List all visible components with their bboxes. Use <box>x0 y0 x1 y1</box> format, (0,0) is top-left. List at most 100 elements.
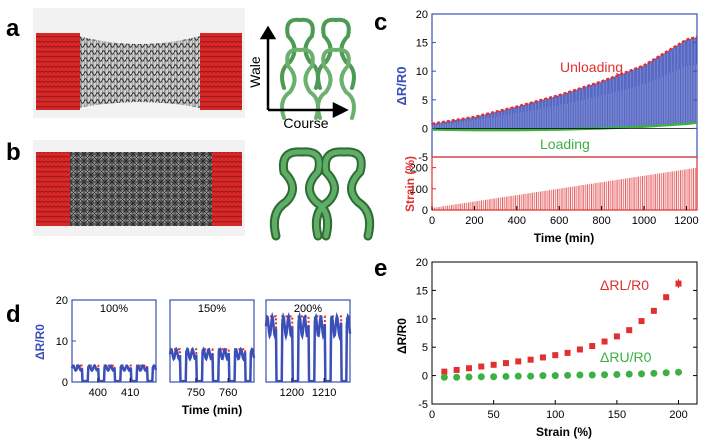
strain-bar <box>478 200 480 210</box>
x-tick-label: 100 <box>546 409 564 421</box>
strain-bar <box>593 183 595 210</box>
strain-bar <box>497 197 499 210</box>
x-tick-label: 400 <box>89 387 107 399</box>
strain-bar <box>533 192 536 210</box>
strain-bar <box>559 188 561 210</box>
strain-bar <box>578 185 580 210</box>
y-tick-label: 0 <box>422 205 428 217</box>
data-point-L <box>465 365 472 372</box>
strain-bar <box>508 196 510 210</box>
strain-bar <box>684 169 686 210</box>
strain-bar <box>646 175 648 210</box>
series-area-unloading <box>432 36 697 131</box>
strain-bar <box>523 194 525 210</box>
strain-bar <box>476 201 478 210</box>
y-tick-label: 200 <box>410 163 428 175</box>
strain-bar <box>501 197 504 210</box>
y-axis-label-d: ΔR/R0 <box>33 324 47 360</box>
y-tick-label: 5 <box>422 95 428 107</box>
strain-bar <box>588 184 591 210</box>
strain-bar <box>448 205 451 210</box>
x-tick-label: 50 <box>488 409 500 421</box>
knit-diagram-b <box>269 147 375 241</box>
strain-bar <box>607 181 610 210</box>
data-point-U <box>527 372 535 380</box>
strain-bar <box>459 203 461 210</box>
annotation-unloading: Unloading <box>560 59 623 75</box>
x-tick-label: 0 <box>429 215 435 227</box>
data-point-L <box>576 346 583 353</box>
strain-bar <box>518 194 521 210</box>
strain-bar <box>669 171 671 210</box>
wale-label: Wale <box>247 56 263 88</box>
strain-bar <box>504 196 506 210</box>
strain-bar <box>641 175 644 210</box>
x-tick-label: 0 <box>429 409 435 421</box>
strain-bar <box>540 191 542 210</box>
strain-bar <box>470 202 472 210</box>
strain-bar <box>673 171 675 210</box>
x-tick-label: 1200 <box>674 215 698 227</box>
strain-bar <box>544 190 546 210</box>
strain-bar <box>514 195 516 210</box>
strain-bar <box>677 170 680 210</box>
data-point-L <box>527 356 534 363</box>
strain-bar <box>434 207 436 210</box>
strain-bar <box>453 204 455 210</box>
strain-bar <box>493 198 495 210</box>
strain-bar <box>571 186 574 210</box>
strain-bar <box>451 204 453 210</box>
strain-bar <box>482 200 485 210</box>
strain-bar <box>527 193 529 210</box>
data-point-L <box>650 307 657 314</box>
strain-bar <box>487 199 489 210</box>
series-line-d <box>264 311 352 383</box>
data-point-U <box>576 371 584 379</box>
data-point-L <box>441 368 448 375</box>
chart-c: -5 0 5 10 15 20 ΔR/R0 Unloading Loading 0 100 200 0 2… <box>394 9 699 245</box>
strain-bar <box>554 189 557 210</box>
strain-bar <box>603 181 605 210</box>
strain-bar <box>480 200 483 210</box>
data-point-U <box>514 372 522 380</box>
x-tick-label: 200 <box>669 409 687 421</box>
y-tick-label: 10 <box>56 336 68 348</box>
series-label-L: ΔRL/R0 <box>600 277 649 293</box>
strain-bar <box>610 180 612 210</box>
strain-bar <box>654 174 656 210</box>
series-label-U: ΔRU/R0 <box>600 349 652 365</box>
strain-bar <box>618 179 620 210</box>
series-line-d <box>70 363 158 383</box>
strain-bar <box>637 176 639 210</box>
strain-bar <box>586 184 589 210</box>
strain-bar <box>633 177 635 210</box>
strain-bar <box>631 177 633 210</box>
x-tick-label: 410 <box>121 387 139 399</box>
strain-bar <box>506 196 508 210</box>
strain-bar <box>656 173 658 210</box>
strain-bar <box>616 179 618 210</box>
y-tick-label: 20 <box>56 295 68 307</box>
x-tick-label: 760 <box>219 387 237 399</box>
x-tick-label: 750 <box>187 387 205 399</box>
subpanel-label: 200% <box>294 303 322 315</box>
data-point-U <box>601 371 609 379</box>
x-axis-label-d: Time (min) <box>182 403 242 417</box>
strain-bar <box>432 207 434 210</box>
y-tick-label: 10 <box>416 314 428 326</box>
strain-bar <box>682 169 684 210</box>
strain-bar <box>660 173 663 210</box>
data-point-U <box>477 373 485 381</box>
strain-bar <box>446 205 449 210</box>
strain-bar <box>597 182 599 210</box>
strain-bar <box>548 190 550 210</box>
strain-bar <box>591 183 593 210</box>
strain-bar <box>605 181 608 210</box>
data-point-L <box>663 294 670 301</box>
x-tick-label: 800 <box>592 215 610 227</box>
data-point-U <box>465 373 473 381</box>
strain-bar <box>472 201 474 210</box>
strain-bar <box>455 204 457 210</box>
y-tick-label: 0 <box>422 371 428 383</box>
